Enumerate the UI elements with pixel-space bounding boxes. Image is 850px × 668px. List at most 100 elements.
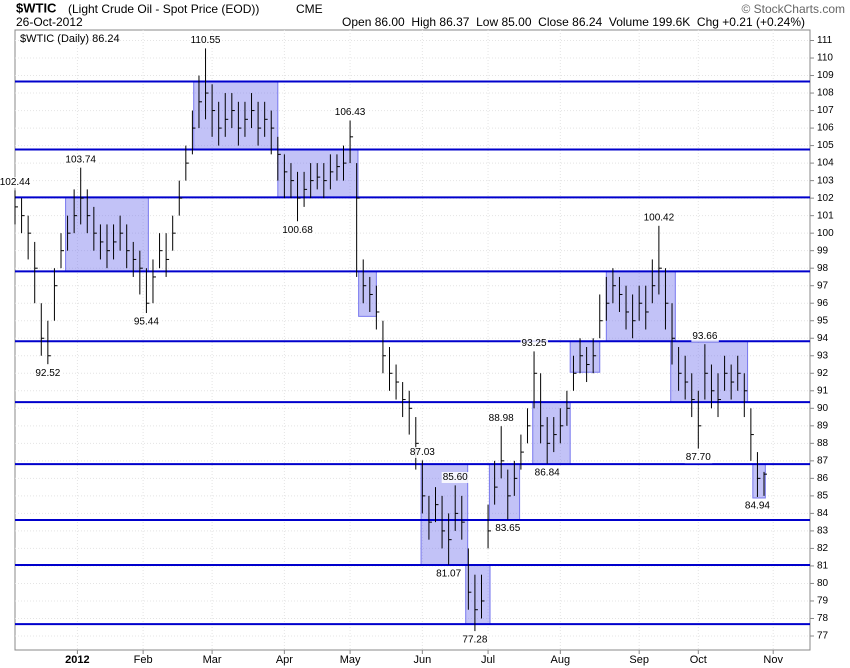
y-tick-label: 79 [817,596,829,607]
x-tick-label: Feb [134,654,153,666]
y-tick-label: 87 [817,455,829,466]
x-tick-label: 2012 [65,654,89,666]
y-tick-label: 94 [817,333,829,344]
annotation-bg [487,412,516,424]
y-tick-label: 97 [817,280,829,291]
annotation: 102.44 [0,177,31,188]
y-tick-label: 111 [817,35,833,46]
annotation: 85.60 [443,472,468,483]
box [532,401,571,465]
y-tick-label: 85 [817,491,829,502]
y-tick-label: 102 [817,193,834,204]
annotation: 110.55 [191,35,221,46]
annotation: 88.98 [489,413,514,424]
y-tick-label: 86 [817,473,829,484]
exchange: CME [296,2,323,16]
annotation-bg [642,212,676,224]
annotation-bg [684,452,713,464]
y-tick-label: 90 [817,403,829,414]
x-tick-label: Mar [203,654,222,666]
annotation: 106.43 [335,107,366,118]
annotation-bg [34,367,62,379]
x-tick-label: Aug [551,654,571,666]
annotation-bg [520,338,548,350]
y-tick-label: 89 [817,420,829,431]
box [465,564,491,625]
chart-date: 26-Oct-2012 [16,15,83,29]
y-tick-label: 110 [817,53,833,64]
y-tick-label: 83 [817,526,829,537]
annotation: 100.42 [644,212,675,223]
y-tick-label: 98 [817,263,829,274]
y-tick-label: 99 [817,245,829,256]
x-tick-label: Apr [276,654,293,666]
annotation-bg [691,330,719,342]
annotation-bg [333,107,367,119]
y-tick-label: 88 [817,438,829,449]
annotation-bg [281,224,315,236]
annotation: 92.52 [35,368,60,379]
credit: © StockCharts.com [741,2,845,16]
y-tick-label: 96 [817,298,829,309]
annotation: 87.70 [686,452,711,463]
annotation: 81.07 [436,568,461,579]
annotation: 83.65 [495,523,520,534]
chart-title: $WTIC [16,0,57,15]
y-tick-label: 81 [817,561,829,572]
annotation-bg [189,35,222,47]
annotation-bg [0,177,32,189]
annotation-bg [435,568,463,580]
plot-frame [14,29,811,651]
stats: Open 86.00 High 86.37 Low 85.00 Close 86… [342,15,805,29]
annotation: 84.94 [745,501,770,512]
annotation-bg [441,472,470,484]
annotation-bg [132,316,161,328]
y-tick-label: 93 [817,350,829,361]
box [670,340,749,403]
annotation: 87.03 [410,447,435,458]
annotation-bg [408,446,437,458]
box [193,80,279,150]
annotation: 103.74 [65,154,96,165]
box [752,463,766,499]
y-tick-label: 108 [817,88,834,99]
annotation: 77.28 [462,635,487,646]
y-tick-label: 109 [817,70,834,81]
annotation-bg [64,154,98,166]
y-tick-label: 95 [817,315,829,326]
y-tick-label: 103 [817,175,834,186]
box [358,270,377,317]
annotation: 95.44 [134,317,159,328]
chart-subtitle: (Light Crude Oil - Spot Price (EOD)) [68,2,259,16]
x-tick-label: May [340,654,361,666]
y-tick-label: 107 [817,105,834,116]
x-tick-label: Jul [481,654,495,666]
annotation-bg [461,634,489,646]
y-tick-label: 82 [817,543,829,554]
y-tick-label: 92 [817,368,829,379]
annotation-bg [494,523,522,535]
y-tick-label: 84 [817,508,829,519]
y-tick-label: 104 [817,158,834,169]
box [488,463,521,521]
x-tick-label: Jun [413,654,431,666]
legend: $WTIC (Daily) 86.24 [20,33,120,45]
y-tick-label: 91 [817,385,829,396]
y-tick-label: 105 [817,140,834,151]
x-tick-label: Oct [690,654,707,666]
y-tick-label: 77 [817,631,829,642]
y-tick-label: 80 [817,578,829,589]
y-tick-label: 106 [817,123,834,134]
y-tick-label: 101 [817,210,834,221]
annotation-bg [743,500,772,512]
y-tick-label: 100 [817,228,834,239]
y-tick-label: 78 [817,613,829,624]
annotation: 100.68 [282,225,313,236]
x-tick-label: Nov [763,654,783,666]
annotation: 93.25 [522,338,547,349]
box [277,148,359,198]
x-tick-label: Sep [629,654,649,666]
annotation-bg [533,467,562,479]
box [569,340,601,373]
